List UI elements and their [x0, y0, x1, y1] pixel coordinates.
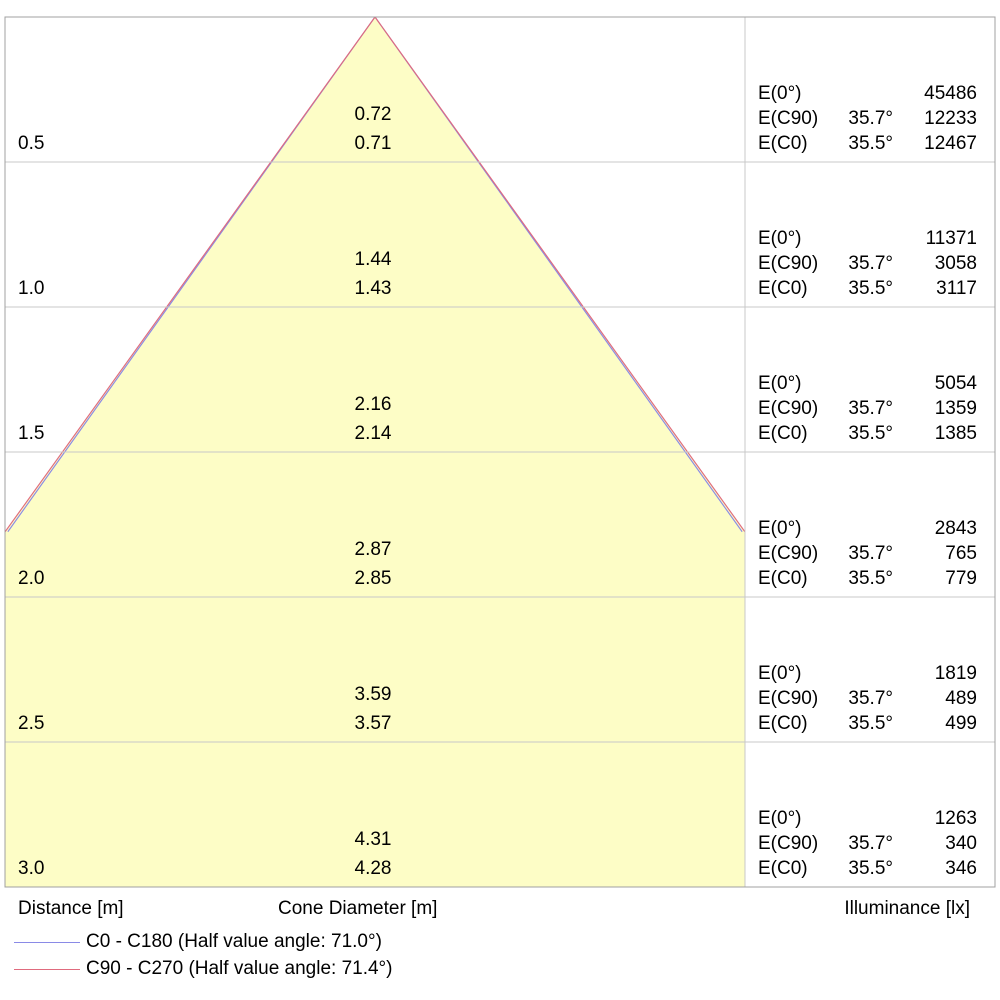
cone-diameter-c0-label: 0.71 — [355, 133, 392, 154]
legend-item-c90-c270: C90 - C270 (Half value angle: 71.4°) — [14, 957, 393, 981]
illuminance-angle: 35.7° — [848, 543, 893, 564]
cone-edge-c90-left — [4, 16, 376, 533]
illuminance-value: 2843 — [935, 518, 977, 539]
distance-label: 0.5 — [18, 133, 44, 154]
cone-diameter-c0-label: 2.14 — [355, 423, 392, 444]
illuminance-label: E(C0) — [758, 713, 808, 734]
illuminance-value: 1263 — [935, 808, 977, 829]
cone-diameter-c0-label: 4.28 — [355, 858, 392, 879]
legend-label-c90-c270: C90 - C270 (Half value angle: 71.4°) — [86, 958, 393, 979]
text-layer: 0.5 0.71 0.72 E(0°) 45486 E(C90) 35.7° 12233 E(C… — [18, 83, 977, 879]
illuminance-value: 3117 — [936, 278, 977, 299]
illuminance-value: 1819 — [935, 663, 977, 684]
cone-diameter-c0-label: 1.43 — [355, 278, 392, 299]
legend-line-c90-c270 — [14, 968, 80, 970]
illuminance-angle: 35.5° — [848, 423, 893, 444]
distance-label: 3.0 — [18, 858, 44, 879]
illuminance-axis-label: Illuminance [lx] — [844, 898, 970, 919]
illuminance-label: E(0°) — [758, 83, 802, 104]
illuminance-angle: 35.7° — [848, 398, 893, 419]
cone-diameter-axis-label: Cone Diameter [m] — [278, 898, 438, 919]
legend-label-c0-c180: C0 - C180 (Half value angle: 71.0°) — [86, 931, 382, 952]
illuminance-value: 765 — [945, 543, 977, 564]
illuminance-label: E(C90) — [758, 688, 818, 709]
cone-diameter-c90-label: 3.59 — [355, 684, 392, 705]
illuminance-label: E(0°) — [758, 808, 802, 829]
illuminance-label: E(C0) — [758, 278, 808, 299]
illuminance-value: 11371 — [926, 228, 977, 249]
illuminance-value: 12233 — [924, 108, 977, 129]
illuminance-value: 5054 — [935, 373, 978, 394]
illuminance-label: E(C90) — [758, 543, 818, 564]
cone-diameter-c90-label: 2.16 — [355, 394, 392, 415]
illuminance-value: 1385 — [935, 423, 977, 444]
illuminance-angle: 35.5° — [848, 858, 893, 879]
illuminance-label: E(C90) — [758, 253, 818, 274]
distance-label: 1.0 — [18, 278, 44, 299]
illuminance-angle: 35.7° — [848, 833, 893, 854]
illuminance-label: E(C0) — [758, 133, 808, 154]
distance-label: 1.5 — [18, 423, 44, 444]
illuminance-angle: 35.5° — [848, 278, 893, 299]
illuminance-label: E(0°) — [758, 663, 802, 684]
cone-diameter-c90-label: 2.87 — [355, 539, 392, 560]
cone-edge-c90-right — [374, 16, 746, 533]
illuminance-value: 45486 — [924, 83, 977, 104]
illuminance-label: E(0°) — [758, 228, 802, 249]
illuminance-angle: 35.5° — [848, 133, 893, 154]
illuminance-label: E(C0) — [758, 423, 808, 444]
illuminance-value: 3058 — [935, 253, 977, 274]
illuminance-value: 12467 — [924, 133, 977, 154]
illuminance-value: 1359 — [935, 398, 977, 419]
illuminance-label: E(0°) — [758, 518, 802, 539]
illuminance-value: 779 — [945, 568, 977, 589]
illuminance-value: 346 — [945, 858, 977, 879]
grid-layer — [4, 16, 996, 888]
illuminance-value: 489 — [945, 688, 977, 709]
illuminance-angle: 35.5° — [848, 713, 893, 734]
illuminance-angle: 35.5° — [848, 568, 893, 589]
cone-diameter-c90-label: 4.31 — [355, 829, 392, 850]
cone-diameter-c90-label: 0.72 — [355, 104, 392, 125]
legend-item-c0-c180: C0 - C180 (Half value angle: 71.0°) — [14, 930, 382, 954]
illuminance-label: E(C90) — [758, 108, 818, 129]
illuminance-angle: 35.7° — [848, 688, 893, 709]
legend-line-c0-c180 — [14, 941, 80, 943]
illuminance-label: E(C90) — [758, 833, 818, 854]
illuminance-angle: 35.7° — [848, 253, 893, 274]
cone-diameter-c0-label: 3.57 — [355, 713, 392, 734]
illuminance-label: E(C0) — [758, 858, 808, 879]
cone-diameter-c90-label: 1.44 — [355, 249, 392, 270]
illuminance-value: 499 — [945, 713, 977, 734]
cone-diameter-c0-label: 2.85 — [355, 568, 392, 589]
distance-label: 2.5 — [18, 713, 44, 734]
illuminance-label: E(C90) — [758, 398, 818, 419]
illuminance-label: E(0°) — [758, 373, 802, 394]
distance-axis-label: Distance [m] — [18, 898, 124, 919]
chart-border — [4, 16, 996, 888]
distance-label: 2.0 — [18, 568, 44, 589]
illuminance-value: 340 — [945, 833, 977, 854]
illuminance-angle: 35.7° — [848, 108, 893, 129]
illuminance-label: E(C0) — [758, 568, 808, 589]
